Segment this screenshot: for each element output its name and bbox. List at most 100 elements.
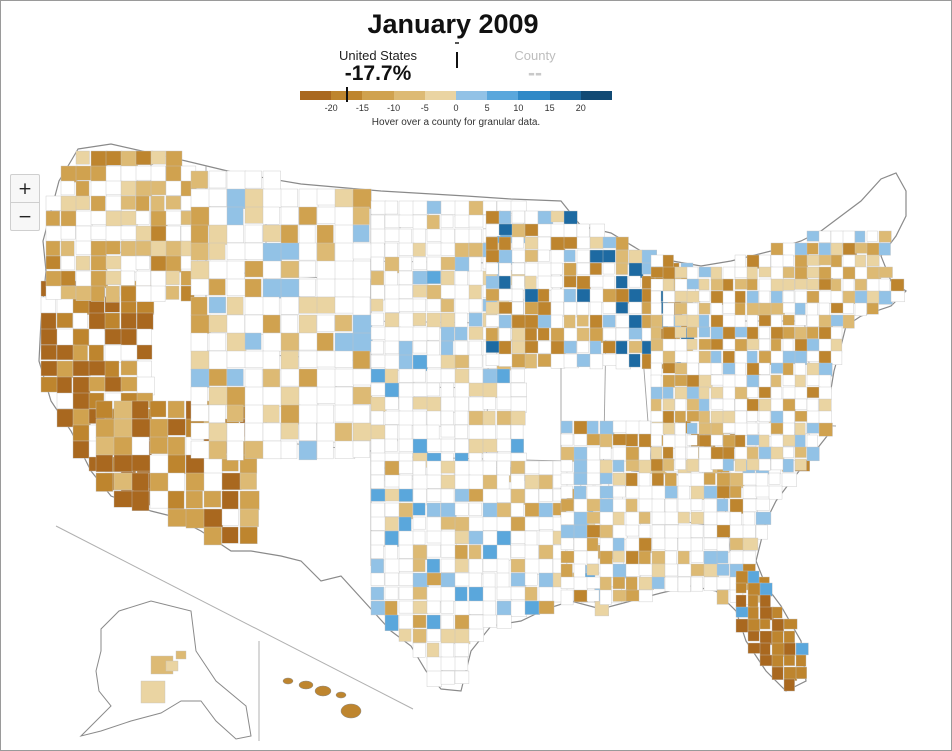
county-shape[interactable] [370,354,387,368]
county-shape[interactable] [440,460,457,474]
county-shape[interactable] [782,242,796,257]
county-shape[interactable] [830,302,844,314]
county-shape[interactable] [510,460,525,475]
county-shape[interactable] [45,210,61,226]
county-shape[interactable] [722,350,735,364]
county-shape[interactable] [625,511,641,526]
county-shape[interactable] [782,410,795,425]
county-shape[interactable] [698,362,713,377]
county-shape[interactable] [203,472,224,493]
county-shape[interactable] [440,214,454,228]
county-shape[interactable] [602,236,618,249]
county-shape[interactable] [612,459,625,472]
county-shape[interactable] [550,275,564,288]
county-shape[interactable] [482,488,498,504]
county-shape[interactable] [698,410,710,424]
county-shape[interactable] [866,278,881,293]
county-shape[interactable] [612,589,628,602]
county-shape[interactable] [60,210,77,227]
county-shape[interactable] [686,446,699,461]
county-shape[interactable] [384,558,400,574]
county-shape[interactable] [690,472,705,488]
county-shape[interactable] [208,224,230,245]
county-shape[interactable] [426,256,443,271]
county-shape[interactable] [88,312,106,331]
county-shape[interactable] [384,544,398,561]
county-shape[interactable] [190,170,209,189]
county-shape[interactable] [716,472,732,488]
county-shape[interactable] [674,266,689,279]
county-shape[interactable] [830,290,843,304]
county-shape[interactable] [818,326,834,340]
county-shape[interactable] [384,354,400,371]
county-shape[interactable] [842,314,855,329]
county-shape[interactable] [226,296,244,315]
county-shape[interactable] [298,224,316,245]
county-shape[interactable] [638,589,653,603]
county-shape[interactable] [524,530,538,547]
county-shape[interactable] [795,666,807,679]
county-shape[interactable] [537,210,554,226]
county-shape[interactable] [398,600,415,614]
county-shape[interactable] [734,326,748,338]
county-shape[interactable] [710,338,724,350]
county-shape[interactable] [262,224,281,242]
county-shape[interactable] [149,454,169,475]
county-shape[interactable] [398,474,413,491]
county-shape[interactable] [398,214,415,228]
county-shape[interactable] [482,396,496,410]
county-shape[interactable] [524,558,540,575]
county-shape[interactable] [454,474,471,490]
county-shape[interactable] [842,302,854,314]
county-shape[interactable] [806,374,820,386]
county-shape[interactable] [662,458,675,472]
county-shape[interactable] [398,368,415,383]
county-shape[interactable] [136,344,153,360]
county-shape[interactable] [550,327,565,342]
county-shape[interactable] [710,398,724,410]
county-shape[interactable] [384,396,399,410]
county-shape[interactable] [686,434,698,446]
county-shape[interactable] [120,180,137,196]
county-shape[interactable] [316,422,336,443]
county-shape[interactable] [770,290,783,305]
county-shape[interactable] [468,242,483,257]
county-shape[interactable] [625,537,640,552]
county-shape[interactable] [563,236,579,249]
county-shape[interactable] [482,424,496,440]
county-shape[interactable] [842,266,856,280]
county-shape[interactable] [854,302,867,317]
county-shape[interactable] [537,314,552,328]
county-shape[interactable] [710,410,724,425]
county-shape[interactable] [298,422,317,441]
county-shape[interactable] [690,511,704,525]
county-shape[interactable] [440,530,457,548]
county-shape[interactable] [734,374,747,389]
county-shape[interactable] [589,340,602,356]
county-shape[interactable] [746,458,761,471]
county-shape[interactable] [716,498,729,512]
county-shape[interactable] [747,594,759,608]
county-shape[interactable] [104,328,122,345]
county-shape[interactable] [866,230,878,242]
county-shape[interactable] [755,472,769,488]
county-shape[interactable] [615,353,631,370]
county-shape[interactable] [842,242,858,256]
county-shape[interactable] [758,374,771,389]
county-shape[interactable] [703,550,718,566]
county-shape[interactable] [468,614,485,630]
county-shape[interactable] [686,386,700,400]
county-shape[interactable] [878,230,892,243]
county-shape[interactable] [426,382,440,397]
county-shape[interactable] [412,600,428,614]
county-shape[interactable] [628,249,643,266]
county-shape[interactable] [770,326,785,340]
county-shape[interactable] [524,488,539,504]
county-shape[interactable] [370,326,387,340]
county-shape[interactable] [703,524,718,538]
county-shape[interactable] [440,326,455,342]
county-shape[interactable] [729,524,746,540]
county-shape[interactable] [244,422,264,444]
county-shape[interactable] [454,256,471,272]
county-shape[interactable] [120,210,139,226]
